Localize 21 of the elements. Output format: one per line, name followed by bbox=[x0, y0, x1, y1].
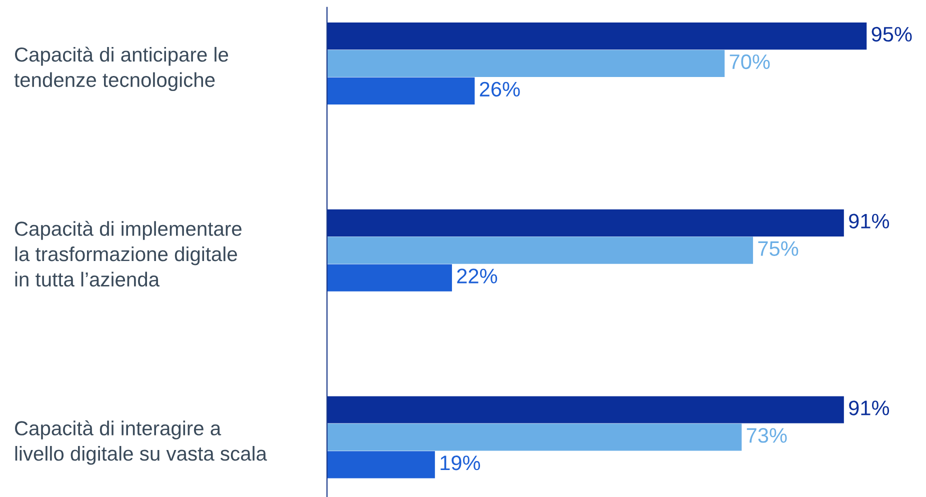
bar bbox=[327, 77, 475, 105]
bar bbox=[327, 451, 435, 478]
bar bbox=[327, 396, 844, 424]
data-label: 70% bbox=[730, 54, 770, 70]
data-label: 26% bbox=[480, 82, 520, 97]
data-label: 91% bbox=[849, 214, 890, 228]
data-label: 22% bbox=[457, 268, 498, 284]
data-label: 91% bbox=[849, 400, 890, 416]
data-label: 73% bbox=[746, 428, 787, 443]
bar bbox=[327, 264, 452, 292]
y-tick-label: Capacità di anticipare le tendenze tecnologiche bbox=[14, 46, 228, 92]
bar bbox=[327, 209, 844, 236]
data-label: 19% bbox=[440, 456, 480, 470]
y-tick-label: Capacità di implementare la trasformazione digitale in tutta l’azienda bbox=[15, 220, 242, 287]
bar bbox=[327, 22, 867, 50]
data-label: 75% bbox=[758, 241, 798, 256]
y-tick-label: Capacità di interagire a livello digitale su vasta scala bbox=[15, 420, 267, 465]
bar bbox=[327, 50, 725, 78]
data-label: 95% bbox=[872, 26, 912, 42]
bar bbox=[327, 424, 742, 451]
bar bbox=[327, 236, 754, 264]
